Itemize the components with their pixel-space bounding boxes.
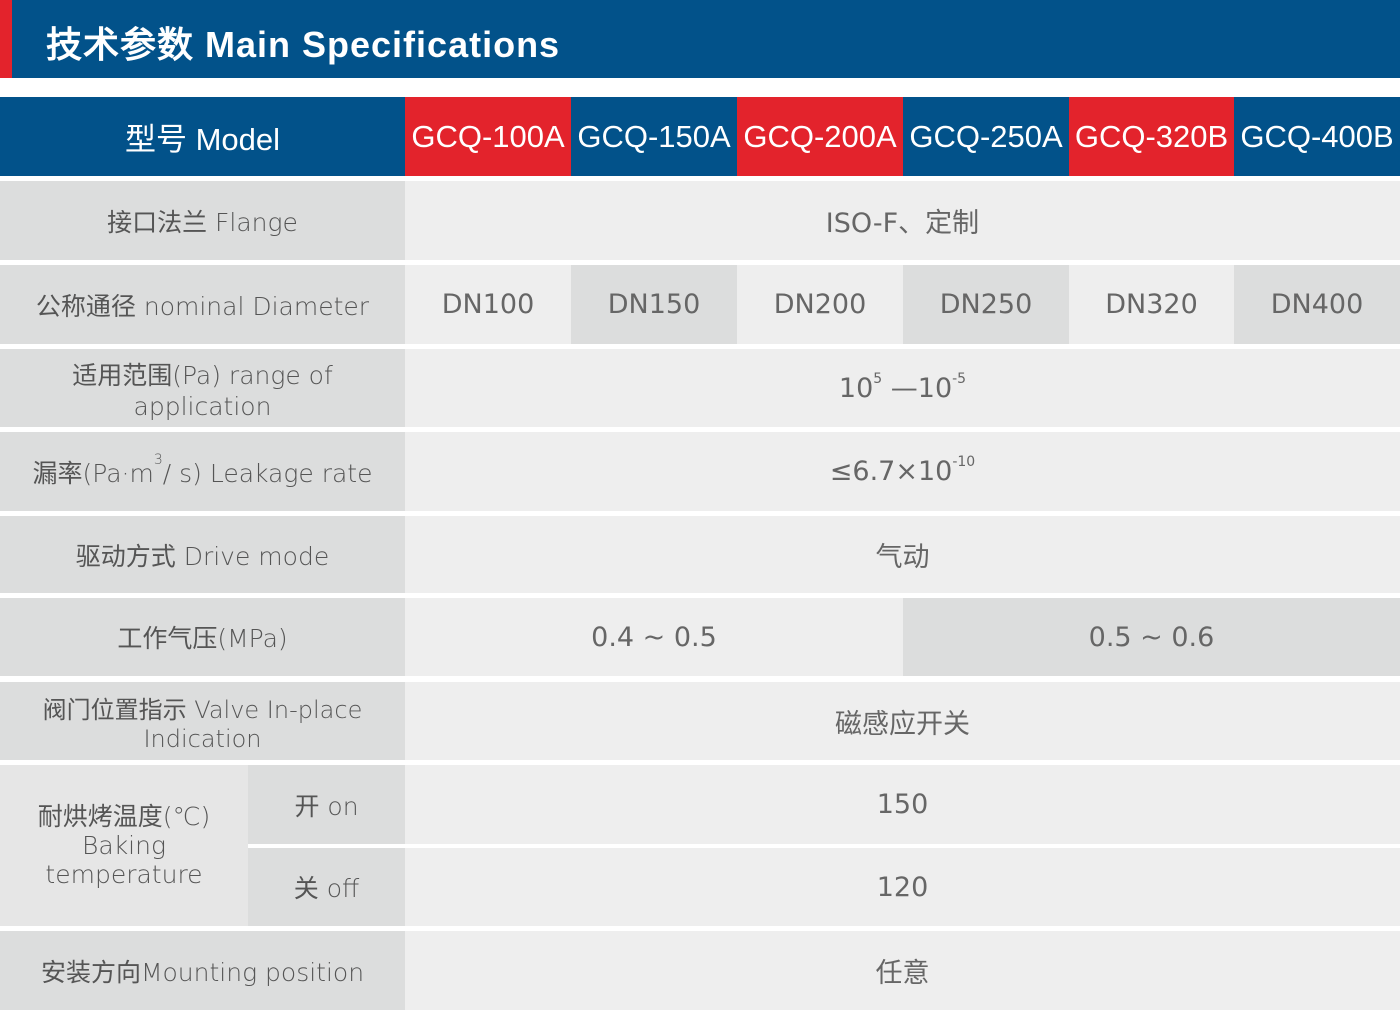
range-min: 10 bbox=[838, 372, 874, 404]
diameter-value: DN400 bbox=[1234, 265, 1400, 344]
baking-label-en: temperature bbox=[45, 860, 203, 889]
drive-label: 驱动方式 Drive mode bbox=[0, 516, 405, 593]
leakage-label-post: / s) Leakage rate bbox=[162, 458, 373, 488]
leakage-exp: -10 bbox=[952, 454, 976, 470]
drive-value: 气动 bbox=[405, 516, 1400, 593]
indication-value: 磁感应开关 bbox=[405, 682, 1400, 760]
baking-off-value: 120 bbox=[405, 848, 1400, 926]
diameter-value: DN150 bbox=[571, 265, 737, 344]
mounting-value: 任意 bbox=[405, 931, 1400, 1010]
model-header: 型号 Model bbox=[0, 97, 405, 176]
pressure-value-low: 0.4 ~ 0.5 bbox=[405, 598, 903, 676]
range-value: 105 —10-5 bbox=[405, 349, 1400, 427]
baking-label: 耐烘烤温度(℃) Baking temperature bbox=[0, 765, 248, 926]
leakage-label-pre: 漏率(Pa·m bbox=[32, 458, 154, 488]
baking-on-value: 150 bbox=[405, 765, 1400, 844]
baking-off-label: 关 off bbox=[248, 848, 405, 926]
leakage-base: ≤6.7×10 bbox=[829, 456, 953, 487]
model-col-1: GCQ-100A bbox=[405, 97, 571, 176]
page-title: 技术参数 Main Specifications bbox=[46, 24, 561, 65]
diameter-value: DN320 bbox=[1069, 265, 1234, 344]
indication-label: 阀门位置指示 Valve In-place Indication bbox=[0, 682, 405, 760]
baking-on-label: 开 on bbox=[248, 765, 405, 844]
accent-stripe bbox=[0, 0, 12, 78]
flange-value: ISO-F、定制 bbox=[405, 181, 1400, 260]
leakage-label-exp: 3 bbox=[153, 451, 163, 468]
leakage-value: ≤6.7×10-10 bbox=[405, 432, 1400, 511]
pressure-value-high: 0.5 ~ 0.6 bbox=[903, 598, 1400, 676]
model-col-5: GCQ-320B bbox=[1069, 97, 1234, 176]
diameter-value: DN100 bbox=[405, 265, 571, 344]
model-col-3: GCQ-200A bbox=[737, 97, 903, 176]
model-col-6: GCQ-400B bbox=[1234, 97, 1400, 176]
title-bar: 技术参数 Main Specifications bbox=[0, 0, 1400, 78]
diameter-label: 公称通径 nominal Diameter bbox=[0, 265, 405, 344]
mounting-label: 安装方向Mounting position bbox=[0, 931, 405, 1010]
leakage-label: 漏率(Pa·m3/ s) Leakage rate bbox=[0, 432, 405, 511]
diameter-value: DN250 bbox=[903, 265, 1069, 344]
diameter-value: DN200 bbox=[737, 265, 903, 344]
pressure-label: 工作气压(MPa) bbox=[0, 598, 405, 676]
range-max: 10 bbox=[917, 372, 953, 404]
range-sep: — bbox=[882, 372, 918, 404]
flange-label: 接口法兰 Flange bbox=[0, 181, 405, 260]
range-max-exp: -5 bbox=[952, 370, 967, 387]
model-col-4: GCQ-250A bbox=[903, 97, 1069, 176]
baking-label-en: Baking bbox=[82, 831, 166, 860]
baking-label-cn: 耐烘烤温度(℃) bbox=[37, 802, 211, 831]
range-label: 适用范围(Pa) range of application bbox=[0, 349, 405, 427]
range-min-exp: 5 bbox=[873, 370, 883, 387]
model-col-2: GCQ-150A bbox=[571, 97, 737, 176]
